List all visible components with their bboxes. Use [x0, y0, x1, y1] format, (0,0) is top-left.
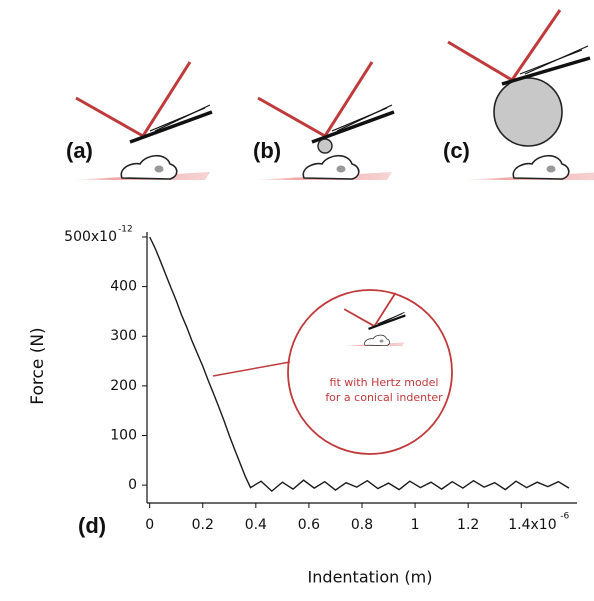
- y-tick-label: 100: [110, 427, 137, 443]
- x-exponent: -6: [560, 512, 569, 522]
- diagram-a: [69, 61, 213, 181]
- data-line: [149, 236, 570, 493]
- x-tick-label: 1.4x10: [508, 517, 556, 533]
- x-tick-label: 1: [411, 517, 420, 533]
- x-axis-label: Indentation (m): [308, 568, 433, 587]
- panel-label: (d): [78, 513, 106, 538]
- plot: 0 100 200 300 400 500x10 -12 0 0.2 0.4 0.6 0.8 1 1.2 1…: [64, 224, 569, 533]
- inset-text: for a conical indenter: [325, 391, 443, 404]
- x-tick-label: 0.8: [351, 517, 373, 533]
- y-exponent: -12: [118, 224, 133, 234]
- y-tick-label: 400: [110, 279, 137, 295]
- panel-label: (b): [253, 138, 281, 163]
- x-tick-label: 0.4: [245, 517, 267, 533]
- x-tick-label: 0.6: [298, 517, 320, 533]
- panel-label: (a): [66, 138, 93, 163]
- y-axis-label: Force (N): [28, 327, 48, 404]
- y-tick-label: 200: [110, 378, 137, 394]
- y-tick-label: 300: [110, 328, 137, 344]
- panel-label: (c): [443, 138, 470, 163]
- x-tick-label: 0.2: [192, 517, 214, 533]
- inset-text: fit with Hertz model: [330, 376, 439, 389]
- diagram-b: [251, 61, 395, 181]
- diagram-c: [447, 9, 594, 181]
- inset: fit with Hertz model for a conical inden…: [212, 289, 453, 455]
- x-tick-label: 0: [145, 517, 154, 533]
- y-tick-label: 0: [128, 477, 137, 493]
- x-tick-label: 1.2: [457, 517, 479, 533]
- y-tick-label: 500x10: [64, 229, 117, 245]
